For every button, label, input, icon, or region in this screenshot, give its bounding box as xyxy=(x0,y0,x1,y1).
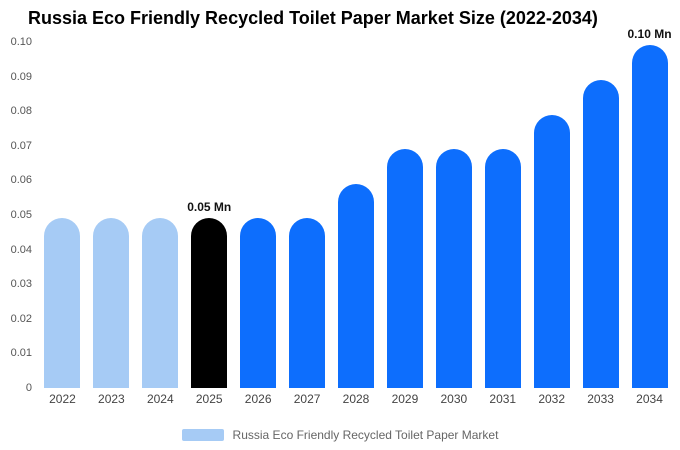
bar-slot-2028 xyxy=(332,42,381,388)
bar-2023 xyxy=(93,218,130,388)
y-tick-label: 0.08 xyxy=(10,105,32,118)
bar-2034 xyxy=(631,45,668,388)
bar-slot-2030 xyxy=(429,42,478,388)
y-tick-label: 0.01 xyxy=(10,347,32,360)
bar-2031 xyxy=(484,149,521,388)
bar-2032 xyxy=(533,114,570,388)
bar-2030 xyxy=(435,149,472,388)
y-axis: 0 0.01 0.02 0.03 0.04 0.05 0.06 0.07 0.08 0.09 0.1… xyxy=(0,36,34,394)
x-tick-label: 2029 xyxy=(391,392,419,406)
x-axis: 2022 2023 2024 2025 2026 2027 2028 2029 2030 2031… xyxy=(38,392,674,408)
bar-slot-2026 xyxy=(234,42,283,388)
x-tick-label: 2023 xyxy=(98,392,125,406)
bar-2024 xyxy=(142,218,179,388)
y-tick-label: 0 xyxy=(25,382,32,394)
y-tick-label: 0.10 xyxy=(10,36,32,48)
y-tick-label: 0.02 xyxy=(10,312,32,325)
bar-2026 xyxy=(240,218,277,388)
y-tick-label: 0.04 xyxy=(10,243,32,256)
bar-2028 xyxy=(337,183,374,388)
bar-2027 xyxy=(289,218,326,388)
x-tick-label: 2028 xyxy=(342,392,370,406)
x-tick-label: 2030 xyxy=(440,392,468,406)
bar-slot-2032 xyxy=(527,42,576,388)
plot-area: 0.05 Mn 0.10 Mn xyxy=(38,27,674,388)
chart-title: Russia Eco Friendly Recycled Toilet Pape… xyxy=(28,8,598,28)
bar-2025 xyxy=(191,218,228,388)
bar-slot-2024 xyxy=(136,42,185,388)
bar-2022 xyxy=(44,218,81,388)
bar-2033 xyxy=(582,80,619,388)
x-tick-label: 2027 xyxy=(293,392,321,406)
y-tick-label: 0.09 xyxy=(10,70,32,83)
x-tick-label: 2026 xyxy=(244,392,272,406)
x-tick-label: 2031 xyxy=(489,392,517,406)
x-tick-label: 2032 xyxy=(538,392,566,406)
legend-item[interactable]: Russia Eco Friendly Recycled Toilet Pape… xyxy=(0,428,680,442)
bar-2029 xyxy=(386,149,423,388)
bar-slot-2027 xyxy=(283,42,332,388)
y-tick-label: 0.07 xyxy=(10,139,32,152)
bar-slot-2025: 0.05 Mn xyxy=(185,42,234,388)
bar-slot-2029 xyxy=(380,42,429,388)
x-tick-label: 2025 xyxy=(195,392,223,406)
bar-slot-2031 xyxy=(478,42,527,388)
x-tick-label: 2034 xyxy=(636,392,663,406)
x-tick-label: 2033 xyxy=(587,392,614,406)
bar-slot-2022 xyxy=(38,42,87,388)
x-tick-label: 2022 xyxy=(49,392,76,406)
bar-slot-2033 xyxy=(576,42,625,388)
x-tick-label: 2024 xyxy=(146,392,174,406)
bar-slot-2023 xyxy=(87,42,136,388)
y-tick-label: 0.03 xyxy=(10,278,32,291)
bar-value-annotation: 0.10 Mn xyxy=(627,27,672,42)
y-tick-label: 0.06 xyxy=(10,174,32,187)
y-tick-label: 0.05 xyxy=(10,209,32,221)
bar-value-annotation: 0.05 Mn xyxy=(187,200,232,215)
legend-label: Russia Eco Friendly Recycled Toilet Pape… xyxy=(232,428,499,442)
legend-swatch xyxy=(181,429,224,441)
bar-slot-2034: 0.10 Mn xyxy=(625,27,674,388)
